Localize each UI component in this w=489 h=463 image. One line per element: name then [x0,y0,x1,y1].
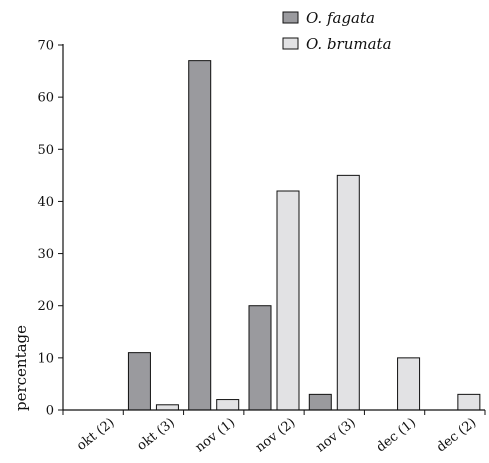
bar-o-fagata-nov-1 [189,61,211,410]
y-axis-label: percentage [12,325,30,411]
bar-o-brumata-dec-1 [398,358,420,410]
bar-o-brumata-nov-3 [337,175,359,410]
y-tick-label-70: 70 [37,39,54,54]
bar-o-brumata-okt-3 [156,405,178,410]
x-tick-label-nov-3: nov (3) [313,415,359,455]
y-ticks-layer: 0 10 20 30 40 50 60 70 [37,39,63,419]
legend-swatch-o-brumata [283,38,298,49]
y-tick-label-0: 0 [46,404,54,419]
y-tick-label-40: 40 [37,195,54,210]
bar-o-brumata-dec-2 [458,394,480,410]
y-tick-label-60: 60 [37,91,54,106]
bar-o-fagata-nov-3 [309,394,331,410]
bar-o-fagata-okt-3 [128,353,150,410]
x-tick-labels-layer: okt (2) okt (3) nov (1) nov (2) nov (3) dec (… [74,415,479,455]
axes-layer [63,44,485,415]
bar-o-fagata-nov-2 [249,306,271,410]
y-tick-label-30: 30 [37,247,54,262]
x-tick-label-nov-2: nov (2) [253,415,299,455]
x-tick-label-dec-2: dec (2) [434,415,479,455]
bar-o-brumata-nov-2 [277,191,299,410]
x-tick-label-nov-1: nov (1) [193,415,239,455]
x-tick-label-dec-1: dec (1) [374,415,419,455]
x-tick-label-okt-2: okt (2) [74,415,118,454]
bars-layer [128,61,479,410]
legend-label-o-fagata: O. fagata [306,9,375,27]
bar-o-brumata-nov-1 [217,400,239,410]
y-tick-label-50: 50 [37,143,54,158]
y-tick-label-20: 20 [37,299,54,314]
x-tick-label-okt-3: okt (3) [134,415,178,454]
y-tick-label-10: 10 [37,351,54,366]
legend: O. fagata O. brumata [283,9,392,53]
legend-swatch-o-fagata [283,12,298,23]
legend-label-o-brumata: O. brumata [306,35,392,53]
